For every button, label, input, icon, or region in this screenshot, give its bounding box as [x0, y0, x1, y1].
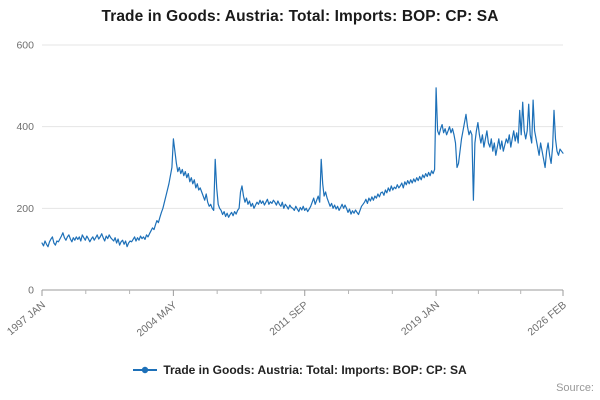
- svg-text:0: 0: [28, 285, 34, 297]
- chart-title: Trade in Goods: Austria: Total: Imports:…: [101, 8, 499, 25]
- svg-text:600: 600: [16, 40, 34, 52]
- source-label: Source:: [556, 382, 594, 394]
- svg-text:400: 400: [16, 121, 34, 133]
- svg-text:2019 JAN: 2019 JAN: [399, 299, 442, 338]
- svg-text:200: 200: [16, 203, 34, 215]
- svg-text:1997 JAN: 1997 JAN: [5, 299, 48, 338]
- legend-item[interactable]: Trade in Goods: Austria: Total: Imports:…: [133, 363, 467, 377]
- svg-text:2011 SEP: 2011 SEP: [267, 299, 310, 338]
- line-chart: 0 200 400 600 1997 JAN 2004 MAY 2011 SEP 2019 J…: [5, 40, 569, 340]
- svg-text:2004 MAY: 2004 MAY: [135, 299, 180, 339]
- legend-line-marker-icon: [133, 366, 158, 374]
- svg-text:2026 FEB: 2026 FEB: [525, 299, 568, 338]
- legend: Trade in Goods: Austria: Total: Imports:…: [0, 363, 600, 377]
- legend-label: Trade in Goods: Austria: Total: Imports:…: [163, 363, 467, 377]
